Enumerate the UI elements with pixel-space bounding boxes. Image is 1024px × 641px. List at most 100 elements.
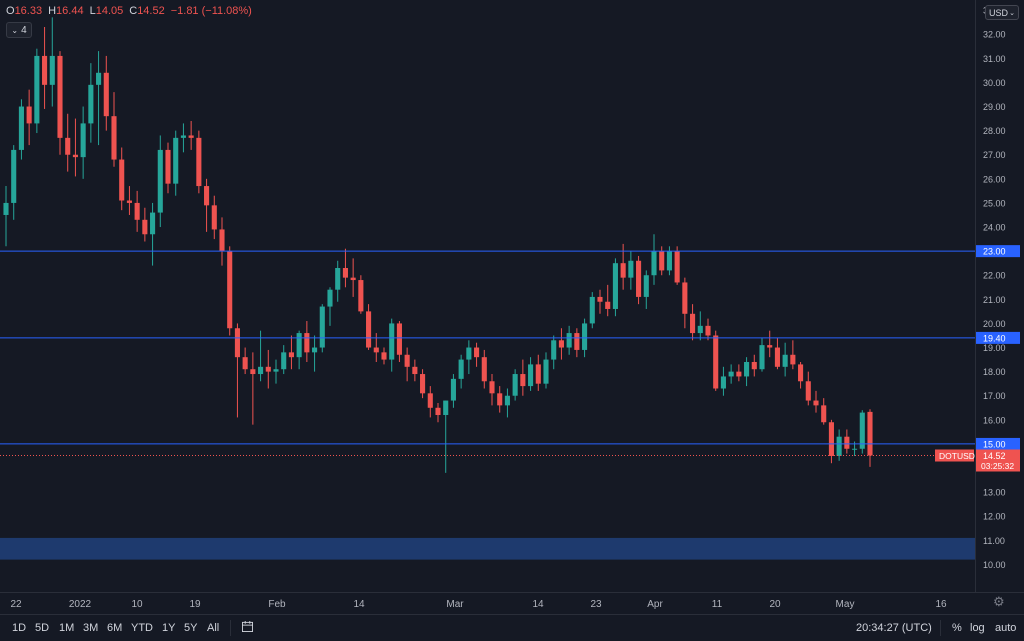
candle xyxy=(219,217,225,266)
currency-select[interactable]: USD ⌄ xyxy=(985,5,1019,20)
price-tick-label: 10.00 xyxy=(983,560,1006,570)
candle xyxy=(381,347,387,365)
candlestick-chart[interactable]: 10.0011.0012.0013.0014.0016.0017.0018.00… xyxy=(0,0,1024,614)
price-tick-label: 11.00 xyxy=(983,536,1005,546)
log-scale-toggle[interactable]: log xyxy=(970,622,985,634)
candle xyxy=(111,92,117,167)
candle-body xyxy=(774,347,780,367)
candle-body xyxy=(705,325,711,336)
candle xyxy=(605,284,611,317)
candle-body xyxy=(512,374,518,396)
candle xyxy=(751,354,757,377)
candle-body xyxy=(528,364,534,387)
candle-body xyxy=(234,328,240,358)
range-3m-button[interactable]: 3M xyxy=(83,622,99,634)
candle-body xyxy=(450,378,456,401)
candle-body xyxy=(612,263,618,309)
utc-clock[interactable]: 20:34:27 (UTC) xyxy=(856,622,932,634)
candle-body xyxy=(404,354,410,367)
price-tick-label: 25.00 xyxy=(983,198,1006,208)
price-tick-label: 31.00 xyxy=(983,54,1006,64)
candle xyxy=(119,147,125,211)
time-tick-label: 14 xyxy=(353,599,365,610)
candle-body xyxy=(34,55,40,124)
range-1m-button[interactable]: 1M xyxy=(59,622,75,634)
candle xyxy=(211,195,217,240)
candle xyxy=(389,318,395,372)
candle xyxy=(150,202,156,266)
candle xyxy=(551,335,557,370)
candle-body xyxy=(836,436,842,456)
price-tick-label: 24.00 xyxy=(983,223,1006,233)
candle xyxy=(512,369,518,401)
candle-body xyxy=(651,251,657,276)
candle xyxy=(543,352,549,389)
gear-icon[interactable]: ⚙ xyxy=(993,594,1005,609)
calendar-range-icon[interactable] xyxy=(242,621,253,632)
candle-body xyxy=(88,84,94,124)
candle-body xyxy=(288,352,294,358)
price-tick-label: 32.00 xyxy=(983,30,1006,40)
candle xyxy=(713,330,719,391)
range-6m-button[interactable]: 6M xyxy=(107,622,123,634)
candle xyxy=(774,337,780,370)
candle-body xyxy=(474,347,480,358)
range-1y-button[interactable]: 1Y xyxy=(162,622,176,634)
ohlc-legend: O16.33 H16.44 L14.05 C14.52 −1.81 (−11.0… xyxy=(6,5,252,17)
candle xyxy=(57,51,63,155)
candle-body xyxy=(180,135,186,138)
range-5y-button[interactable]: 5Y xyxy=(184,622,198,634)
candle-body xyxy=(821,405,827,423)
level-price-label: 19.40 xyxy=(983,333,1006,343)
candle-body xyxy=(342,268,348,278)
candle-body xyxy=(273,369,279,372)
last-price-tag xyxy=(976,449,1020,472)
candle xyxy=(813,390,819,413)
candle xyxy=(474,342,480,367)
candle-body xyxy=(713,335,719,389)
candle xyxy=(126,186,132,215)
candle xyxy=(26,89,32,146)
candle-body xyxy=(211,205,217,230)
time-tick-label: 14 xyxy=(532,599,544,610)
candle xyxy=(350,258,356,297)
candle xyxy=(242,347,248,375)
candle xyxy=(142,207,148,242)
price-tick-label: 21.00 xyxy=(983,295,1006,305)
candle-body xyxy=(844,436,850,449)
bar-countdown-label: 03:25:32 xyxy=(981,461,1014,471)
percent-scale-toggle[interactable]: % xyxy=(952,622,962,634)
candle-body xyxy=(80,123,86,158)
range-ytd-button[interactable]: YTD xyxy=(131,622,153,634)
candle-body xyxy=(620,263,626,278)
price-tick-label: 13.00 xyxy=(983,488,1006,498)
candle xyxy=(435,402,441,423)
candle xyxy=(443,400,449,473)
range-all-button[interactable]: All xyxy=(207,622,220,634)
candle xyxy=(836,429,842,461)
range-5d-button[interactable]: 5D xyxy=(35,622,50,634)
indicators-toggle-button[interactable]: ⌄ 4 xyxy=(6,22,32,38)
candle xyxy=(396,321,402,362)
candle xyxy=(281,345,287,375)
candle-body xyxy=(790,354,796,365)
indicator-count: 4 xyxy=(21,24,27,36)
candle xyxy=(458,354,464,389)
candle-body xyxy=(589,296,595,324)
candle-body xyxy=(196,137,202,187)
symbol-tag xyxy=(935,449,974,462)
candle-body xyxy=(520,374,526,387)
candle xyxy=(312,335,318,372)
ohlc-high: H16.44 xyxy=(48,5,84,17)
candle-body xyxy=(304,333,310,353)
range-1d-button[interactable]: 1D xyxy=(12,622,27,634)
candle-body xyxy=(358,280,364,312)
candle xyxy=(250,352,256,425)
auto-scale-toggle[interactable]: auto xyxy=(995,622,1017,634)
price-tick-label: 30.00 xyxy=(983,78,1006,88)
candle-body xyxy=(574,333,580,350)
chevron-down-icon: ⌄ xyxy=(1009,9,1015,17)
candle xyxy=(805,371,811,406)
toolbar-divider xyxy=(230,620,231,636)
candle xyxy=(165,142,171,194)
